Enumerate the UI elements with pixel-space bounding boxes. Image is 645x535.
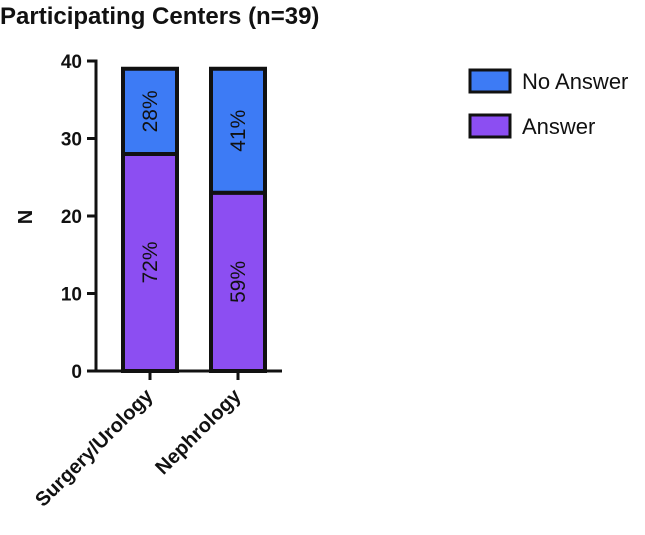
y-tick-label: 10 bbox=[61, 285, 82, 306]
legend-label: Answer bbox=[522, 114, 595, 139]
bars: 72% 28% 59% 41% bbox=[121, 66, 267, 373]
y-tick-label: 0 bbox=[71, 362, 82, 383]
y-tick-label: 30 bbox=[61, 130, 82, 151]
data-label: 41% bbox=[227, 110, 250, 152]
data-label: 59% bbox=[227, 261, 250, 303]
bar-segment-answer bbox=[209, 190, 267, 373]
legend-swatch bbox=[468, 113, 512, 139]
legend-swatch bbox=[468, 68, 512, 94]
legend-label: No Answer bbox=[522, 69, 628, 94]
x-tick-label: Surgery/Urology bbox=[31, 384, 158, 511]
x-tick-label: Nephrology bbox=[151, 384, 246, 479]
y-axis-label: N bbox=[15, 210, 37, 224]
y-axis: 0 10 20 30 40 bbox=[61, 52, 98, 383]
y-tick-label: 20 bbox=[61, 207, 82, 228]
data-label: 72% bbox=[139, 241, 162, 283]
bar-segment-no-answer bbox=[121, 66, 179, 156]
data-label: 28% bbox=[139, 90, 162, 132]
y-tick-label: 40 bbox=[61, 52, 82, 73]
bar-segment-no-answer bbox=[209, 66, 267, 195]
chart-title: Participating Centers (n=39) bbox=[0, 3, 319, 30]
legend: No Answer Answer bbox=[468, 68, 628, 139]
